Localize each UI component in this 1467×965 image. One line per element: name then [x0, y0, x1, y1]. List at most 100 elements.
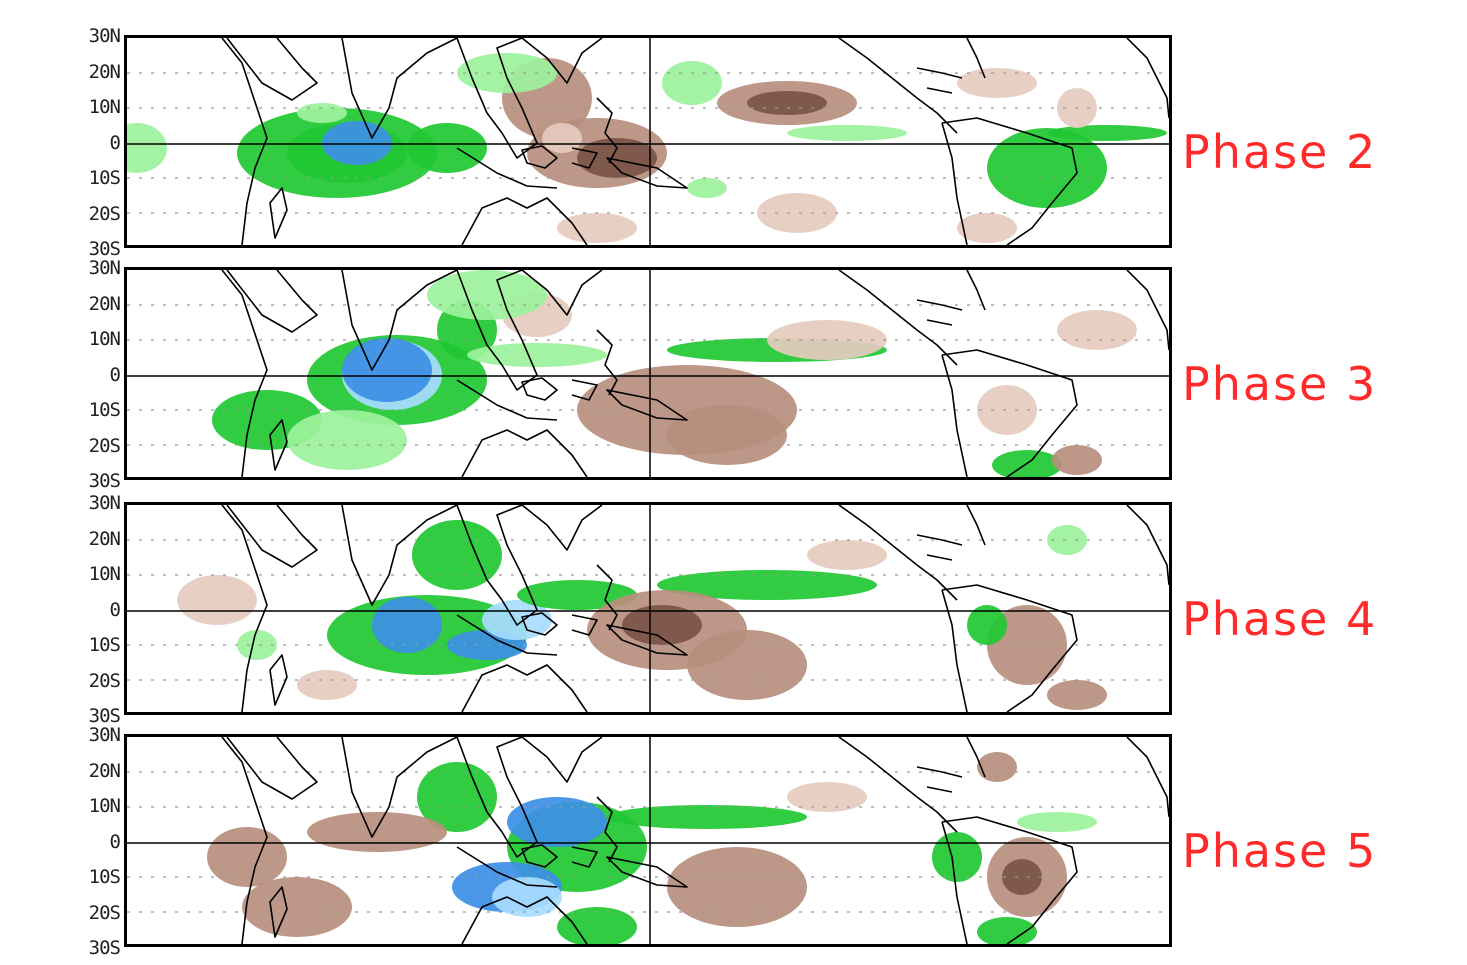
- coastline: [269, 654, 288, 706]
- anomaly-shading: [467, 343, 607, 367]
- anomaly-shading: [662, 61, 722, 105]
- anomaly-map: [124, 502, 1172, 715]
- coastline: [341, 38, 458, 139]
- coastline: [941, 349, 1078, 477]
- coastline: [456, 737, 538, 858]
- anomaly-shading: [287, 410, 407, 470]
- coastline: [838, 737, 958, 833]
- anomaly-shading: [787, 125, 907, 141]
- coastline: [521, 612, 558, 636]
- latitude-tick-label: 20N: [88, 60, 121, 83]
- anomaly-shading: [757, 193, 837, 233]
- latitude-tick-label: 30S: [88, 937, 121, 959]
- phase-label: Phase 4: [1182, 592, 1378, 646]
- coastline: [226, 38, 318, 101]
- anomaly-shading: [207, 827, 287, 887]
- coastline: [1126, 505, 1169, 586]
- anomaly-shading: [242, 877, 352, 937]
- coastline: [341, 737, 458, 838]
- coastline: [221, 38, 268, 245]
- anomaly-shading: [557, 213, 637, 243]
- anomaly-shading: [767, 320, 887, 360]
- latitude-tick-label: 10S: [88, 634, 121, 656]
- anomaly-shading: [1047, 125, 1167, 141]
- latitude-tick-label: 20N: [88, 527, 121, 550]
- coastline: [606, 389, 688, 421]
- latitude-tick-label: 20S: [88, 901, 121, 924]
- coastline: [941, 816, 1078, 944]
- anomaly-shading: [967, 605, 1007, 645]
- coastline: [941, 589, 968, 712]
- coastline: [341, 270, 458, 371]
- coastline: [606, 856, 688, 888]
- anomaly-shading: [482, 600, 552, 640]
- coastline: [1126, 737, 1169, 818]
- coastline: [941, 584, 1078, 712]
- latitude-tick-label: 20S: [88, 669, 121, 692]
- coastline: [966, 38, 986, 79]
- coastline: [838, 270, 958, 366]
- anomaly-shading: [507, 797, 607, 847]
- coastline: [461, 896, 588, 944]
- latitude-tick-label: 10N: [88, 563, 121, 585]
- coastline: [916, 766, 963, 793]
- latitude-tick-label: 10S: [88, 167, 121, 189]
- anomaly-shading: [622, 605, 702, 645]
- coastline: [571, 147, 598, 169]
- coastline: [596, 329, 618, 396]
- coastline: [596, 564, 618, 631]
- map-canvas: [127, 505, 1169, 712]
- coastline: [521, 377, 558, 401]
- latitude-tick-label: 0: [109, 598, 121, 621]
- coastline: [226, 737, 318, 800]
- anomaly-shading: [127, 123, 167, 173]
- latitude-tick-label: 0: [109, 131, 121, 154]
- coastline: [606, 157, 688, 189]
- anomaly-shading: [977, 752, 1017, 782]
- coastline: [941, 821, 968, 944]
- coastline: [941, 122, 968, 245]
- anomaly-shading: [1017, 812, 1097, 832]
- coastline: [521, 270, 603, 316]
- coastline: [521, 844, 558, 868]
- map-canvas: [127, 270, 1169, 477]
- coastline: [916, 534, 963, 561]
- coastline: [838, 505, 958, 601]
- anomaly-shading: [657, 570, 877, 600]
- coastline: [571, 614, 598, 636]
- coastline: [226, 270, 318, 333]
- coastline: [596, 796, 618, 863]
- latitude-tick-label: 10S: [88, 866, 121, 888]
- coastline: [221, 270, 268, 477]
- anomaly-shading: [297, 103, 347, 123]
- anomaly-shading: [747, 91, 827, 115]
- coastline: [221, 505, 268, 712]
- latitude-tick-label: 30S: [88, 705, 121, 727]
- coastline: [521, 737, 603, 783]
- coastline: [269, 886, 288, 938]
- anomaly-shading: [1047, 680, 1107, 710]
- anomaly-shading: [417, 762, 497, 832]
- phase-label: Phase 2: [1182, 125, 1378, 179]
- anomaly-shading: [412, 520, 502, 590]
- coastline: [226, 505, 318, 568]
- coastline: [966, 737, 986, 778]
- anomaly-shading: [542, 123, 582, 153]
- coastline: [461, 197, 588, 245]
- latitude-tick-label: 20S: [88, 202, 121, 225]
- anomaly-shading: [557, 907, 637, 944]
- anomaly-shading: [307, 812, 447, 852]
- anomaly-shading: [932, 832, 982, 882]
- anomaly-shading: [977, 385, 1037, 435]
- anomaly-shading: [957, 68, 1037, 98]
- anomaly-shading: [807, 540, 887, 570]
- coastline: [838, 38, 958, 134]
- latitude-tick-label: 30S: [88, 470, 121, 492]
- latitude-tick-label: 0: [109, 830, 121, 853]
- coastline: [456, 379, 558, 421]
- coastline: [521, 38, 603, 84]
- coastline: [456, 147, 558, 189]
- anomaly-shading: [177, 575, 257, 625]
- anomaly-shading: [1052, 445, 1102, 475]
- coastline: [456, 270, 538, 391]
